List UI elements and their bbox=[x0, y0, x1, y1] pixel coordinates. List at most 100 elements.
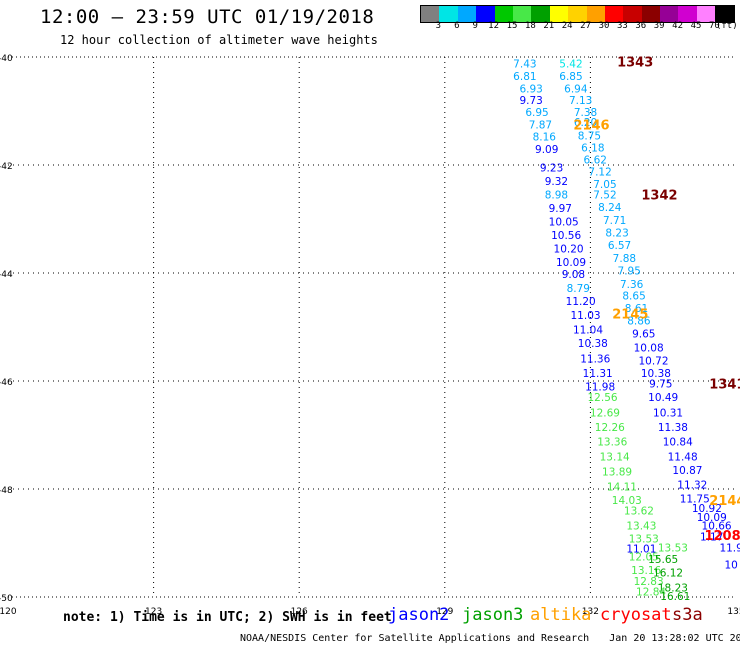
legend-label: (ft) bbox=[715, 21, 738, 31]
swh-value: 10.09 bbox=[556, 257, 586, 269]
swh-value: 7.95 bbox=[618, 265, 641, 277]
swh-value: 14.11 bbox=[607, 481, 637, 493]
lat-tick-label: -48 bbox=[0, 486, 13, 496]
lat-lon-grid bbox=[8, 56, 736, 598]
swh-value: 8.75 bbox=[578, 130, 601, 142]
swh-value: 7.87 bbox=[529, 120, 552, 132]
lat-tick-label: -46 bbox=[0, 378, 13, 388]
legend-swatch bbox=[660, 6, 679, 22]
swh-value: 13.14 bbox=[600, 452, 630, 464]
pass-number-label: 1343 bbox=[617, 55, 653, 70]
swh-value: 12.69 bbox=[590, 407, 620, 419]
swh-value: 6.57 bbox=[608, 240, 631, 252]
swh-value: 10.49 bbox=[648, 392, 678, 404]
swh-value: 8.16 bbox=[533, 131, 557, 143]
swh-value: 13.16 bbox=[631, 565, 661, 577]
satellite-name-altika: altika bbox=[530, 605, 592, 625]
swh-value: 11.20 bbox=[566, 296, 596, 308]
swh-value: 10.38 bbox=[641, 368, 671, 380]
swh-value: 8.79 bbox=[567, 283, 590, 295]
swh-value: 11.03 bbox=[571, 310, 601, 322]
swh-value: 13.53 bbox=[629, 534, 659, 546]
legend-label: 9 bbox=[472, 21, 478, 31]
swh-value: 6.93 bbox=[519, 83, 542, 95]
swh-value: 6.20 bbox=[574, 117, 597, 129]
swh-value: 8.86 bbox=[627, 316, 651, 328]
swh-value: 11.36 bbox=[580, 353, 610, 365]
swh-value: 6.85 bbox=[559, 71, 582, 83]
swh-value: 10.31 bbox=[653, 407, 683, 419]
pass-number-label: 1341 bbox=[709, 378, 740, 393]
swh-value: 10.09 bbox=[697, 512, 727, 524]
legend-swatch bbox=[604, 6, 624, 22]
legend-label: 15 bbox=[506, 21, 518, 31]
swh-value: 9.97 bbox=[549, 203, 572, 215]
swh-value: 8.61 bbox=[625, 303, 648, 315]
axis-tick-labels: -40 -42 -44 -46 -48 -50 120 123 126 129 132 135 bbox=[0, 54, 740, 617]
swh-value: 9.08 bbox=[562, 269, 585, 281]
swh-value: 13.89 bbox=[602, 467, 632, 479]
swh-value: 7.12 bbox=[588, 166, 611, 178]
swh-value: 12.05 bbox=[629, 552, 659, 564]
swh-value: 9.23 bbox=[540, 163, 563, 175]
swh-value: 10.84 bbox=[663, 436, 693, 448]
swh-value: 10.20 bbox=[554, 244, 584, 256]
color-scale-legend bbox=[420, 5, 735, 23]
legend-swatch bbox=[439, 6, 458, 22]
legend-swatch bbox=[531, 6, 550, 22]
swh-value: 10.72 bbox=[638, 355, 668, 367]
swh-value: 10.08 bbox=[634, 343, 664, 355]
swh-value: 11.38 bbox=[658, 422, 688, 434]
lon-tick-label: 135 bbox=[727, 607, 740, 617]
swh-value: 7.36 bbox=[620, 279, 644, 291]
swh-value: 10 bbox=[724, 560, 737, 572]
swh-value: 6.95 bbox=[525, 107, 548, 119]
pass-labels: 1343 2146 1342 2145 1341 2144 1208 bbox=[573, 55, 740, 544]
legend-label: 45 bbox=[690, 21, 702, 31]
swh-value: 13.62 bbox=[624, 506, 654, 518]
swh-value: 13.43 bbox=[626, 521, 656, 533]
swh-value: 7.05 bbox=[593, 179, 616, 191]
swh-value: 6.81 bbox=[513, 71, 536, 83]
legend-swatch bbox=[549, 6, 569, 22]
swh-value: 13.53 bbox=[658, 542, 688, 554]
legend-label: 6 bbox=[454, 21, 460, 31]
swh-value: 15.65 bbox=[648, 554, 678, 566]
legend-swatch bbox=[623, 6, 642, 22]
lon-tick-label: 132 bbox=[582, 607, 599, 617]
swh-value: 9.73 bbox=[519, 95, 542, 107]
legend-swatch bbox=[494, 6, 513, 22]
lon-tick-label: 129 bbox=[436, 607, 453, 617]
swh-value: 14.03 bbox=[612, 495, 642, 507]
footer: NOAA/NESDIS Center for Satellite Applica… bbox=[240, 633, 740, 644]
swh-value: 6.18 bbox=[581, 143, 604, 155]
swh-value: 6.62 bbox=[584, 155, 607, 167]
swh-value: 6.94 bbox=[564, 83, 588, 95]
swh-value: 11.32 bbox=[677, 480, 707, 492]
satellite-name-s3a: s3a bbox=[672, 605, 703, 625]
legend-swatch bbox=[421, 6, 440, 22]
pass-number-label: 1208 bbox=[704, 529, 740, 544]
legend-swatch bbox=[678, 6, 697, 22]
lon-tick-label: 123 bbox=[145, 607, 162, 617]
lat-tick-label: -40 bbox=[0, 54, 13, 64]
swh-value: 7.88 bbox=[613, 253, 636, 265]
legend-swatch bbox=[476, 6, 495, 22]
legend-swatch bbox=[568, 6, 587, 22]
swh-value: 12.26 bbox=[595, 422, 625, 434]
swh-value: 18.23 bbox=[658, 582, 688, 594]
swh-value: 11.31 bbox=[583, 368, 613, 380]
swh-value: 10.56 bbox=[551, 230, 581, 242]
swh-value: 11.98 bbox=[585, 381, 615, 393]
legend-swatch bbox=[512, 6, 532, 22]
footer-timestamp: Jan 20 13:28:02 UTC 2018 bbox=[609, 633, 740, 644]
swh-value: 12.56 bbox=[588, 392, 618, 404]
units-note: note: 1) Time is in UTC; 2) SWH is in fe… bbox=[63, 610, 392, 625]
legend-label: 36 bbox=[635, 21, 647, 31]
swh-value: 9.32 bbox=[545, 176, 568, 188]
swh-value: 12.84 bbox=[636, 587, 666, 599]
swh-value: 9.09 bbox=[535, 144, 558, 156]
color-scale-labels: 3 6 9 12 15 18 21 24 27 30 33 36 39 42 45 70 (ft) bbox=[420, 21, 738, 33]
footer-credit: NOAA/NESDIS Center for Satellite Applica… bbox=[240, 633, 590, 644]
